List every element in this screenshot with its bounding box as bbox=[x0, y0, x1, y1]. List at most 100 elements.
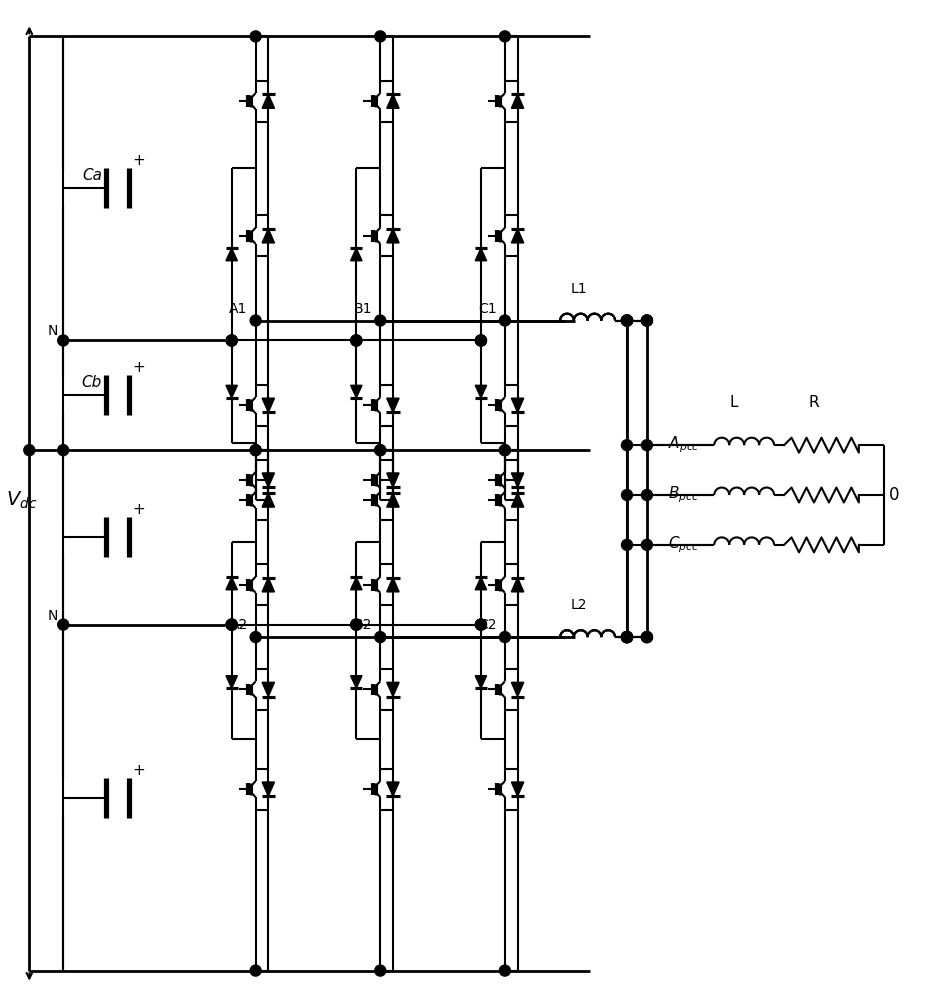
Circle shape bbox=[499, 315, 511, 326]
Circle shape bbox=[622, 315, 632, 326]
Text: +: + bbox=[132, 763, 145, 778]
Circle shape bbox=[499, 632, 511, 643]
Circle shape bbox=[351, 619, 362, 630]
Polygon shape bbox=[387, 398, 399, 412]
Circle shape bbox=[641, 632, 653, 643]
Polygon shape bbox=[511, 398, 524, 412]
Circle shape bbox=[251, 445, 261, 456]
Polygon shape bbox=[511, 94, 524, 108]
Circle shape bbox=[251, 965, 261, 976]
Polygon shape bbox=[262, 94, 275, 108]
Text: L2: L2 bbox=[570, 598, 586, 612]
Polygon shape bbox=[262, 229, 275, 243]
Circle shape bbox=[351, 335, 362, 346]
Circle shape bbox=[351, 335, 362, 346]
Circle shape bbox=[226, 619, 237, 630]
Text: +: + bbox=[132, 360, 145, 375]
Circle shape bbox=[622, 632, 632, 643]
Circle shape bbox=[622, 632, 632, 643]
Circle shape bbox=[226, 335, 237, 346]
Text: A1: A1 bbox=[229, 302, 248, 316]
Polygon shape bbox=[387, 682, 399, 697]
Text: C2: C2 bbox=[479, 618, 496, 632]
Text: Ca: Ca bbox=[82, 168, 102, 183]
Polygon shape bbox=[262, 398, 275, 412]
Polygon shape bbox=[262, 473, 275, 487]
Polygon shape bbox=[511, 229, 524, 243]
Circle shape bbox=[58, 445, 68, 456]
Polygon shape bbox=[226, 676, 237, 688]
Polygon shape bbox=[226, 577, 237, 590]
Text: 0: 0 bbox=[889, 486, 899, 504]
Polygon shape bbox=[262, 782, 275, 796]
Text: C1: C1 bbox=[479, 302, 496, 316]
Circle shape bbox=[251, 632, 261, 643]
Polygon shape bbox=[511, 682, 524, 697]
Polygon shape bbox=[387, 578, 399, 592]
Circle shape bbox=[622, 632, 632, 643]
Polygon shape bbox=[226, 248, 237, 261]
Circle shape bbox=[58, 335, 68, 346]
Circle shape bbox=[351, 619, 362, 630]
Text: B1: B1 bbox=[353, 302, 372, 316]
Circle shape bbox=[499, 965, 511, 976]
Circle shape bbox=[641, 315, 653, 326]
Circle shape bbox=[375, 315, 386, 326]
Text: $V_{dc}$: $V_{dc}$ bbox=[7, 489, 37, 511]
Circle shape bbox=[351, 335, 362, 346]
Polygon shape bbox=[387, 473, 399, 487]
Polygon shape bbox=[351, 676, 362, 688]
Circle shape bbox=[499, 31, 511, 42]
Circle shape bbox=[622, 315, 632, 326]
Circle shape bbox=[622, 315, 632, 326]
Polygon shape bbox=[351, 385, 362, 398]
Text: +: + bbox=[132, 502, 145, 517]
Circle shape bbox=[499, 445, 511, 456]
Circle shape bbox=[375, 632, 386, 643]
Circle shape bbox=[226, 335, 237, 346]
Polygon shape bbox=[387, 782, 399, 796]
Text: $B_{pcc}$: $B_{pcc}$ bbox=[669, 485, 699, 505]
Circle shape bbox=[476, 619, 486, 630]
Circle shape bbox=[622, 632, 632, 643]
Polygon shape bbox=[351, 248, 362, 261]
Circle shape bbox=[622, 490, 632, 500]
Polygon shape bbox=[262, 682, 275, 697]
Polygon shape bbox=[511, 473, 524, 487]
Circle shape bbox=[622, 539, 632, 550]
Circle shape bbox=[641, 440, 653, 451]
Polygon shape bbox=[475, 385, 486, 398]
Circle shape bbox=[23, 445, 35, 456]
Polygon shape bbox=[262, 578, 275, 592]
Circle shape bbox=[476, 335, 486, 346]
Polygon shape bbox=[351, 577, 362, 590]
Text: B2: B2 bbox=[354, 618, 372, 632]
Circle shape bbox=[622, 315, 632, 326]
Polygon shape bbox=[387, 229, 399, 243]
Circle shape bbox=[622, 632, 632, 643]
Circle shape bbox=[641, 632, 653, 643]
Circle shape bbox=[226, 619, 237, 630]
Circle shape bbox=[641, 632, 653, 643]
Circle shape bbox=[641, 539, 653, 550]
Text: L1: L1 bbox=[570, 282, 587, 296]
Circle shape bbox=[641, 315, 653, 326]
Text: A2: A2 bbox=[229, 618, 248, 632]
Circle shape bbox=[641, 490, 653, 500]
Circle shape bbox=[226, 619, 237, 630]
Circle shape bbox=[251, 315, 261, 326]
Text: R: R bbox=[809, 395, 819, 410]
Circle shape bbox=[375, 965, 386, 976]
Circle shape bbox=[641, 315, 653, 326]
Circle shape bbox=[375, 445, 386, 456]
Text: $C_{pcc}$: $C_{pcc}$ bbox=[669, 535, 699, 555]
Polygon shape bbox=[475, 577, 486, 590]
Polygon shape bbox=[475, 676, 486, 688]
Circle shape bbox=[251, 445, 261, 456]
Polygon shape bbox=[226, 385, 237, 398]
Circle shape bbox=[58, 619, 68, 630]
Circle shape bbox=[375, 31, 386, 42]
Circle shape bbox=[622, 315, 632, 326]
Polygon shape bbox=[387, 94, 399, 108]
Polygon shape bbox=[511, 782, 524, 796]
